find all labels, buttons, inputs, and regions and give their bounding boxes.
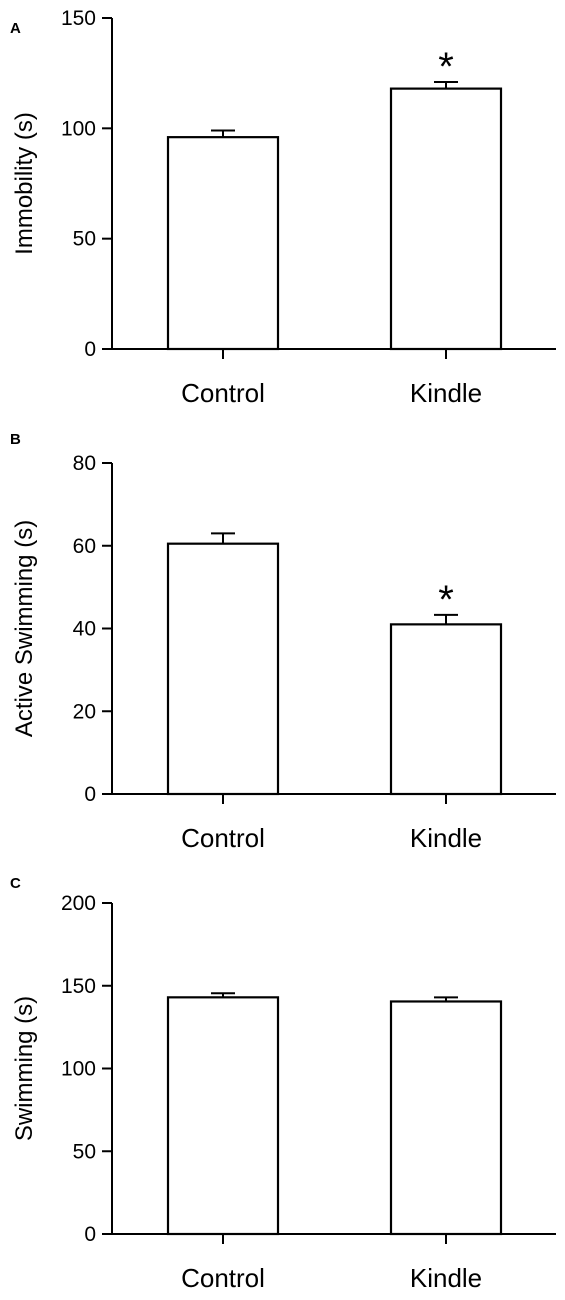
y-tick-label: 200 [61,892,96,915]
x-tick-label: Control [181,1263,265,1293]
panel-letter: C [10,875,21,892]
panel-a: A 0 50 100 150 Immobility (s) Control Kindle * [10,7,556,408]
y-tick-label: 80 [73,452,96,475]
y-axis-title: Swimming (s) [11,996,38,1141]
bar-kindle [389,623,503,796]
x-tick-label: Kindle [410,1263,482,1293]
bar-kindle [389,87,503,351]
y-tick-label: 50 [73,228,96,251]
y-tick-label: 0 [84,783,96,806]
x-tick-label: Kindle [410,378,482,408]
y-tick-label: 20 [73,700,96,723]
y-tick-label: 150 [61,975,96,998]
bar-control [166,136,280,351]
bar-control [166,996,280,1236]
x-tick-label: Control [181,378,265,408]
significance-star: * [438,578,454,622]
y-tick-label: 50 [73,1140,96,1163]
y-axis-title: Immobility (s) [11,112,38,255]
y-tick-label: 60 [73,535,96,558]
x-tick-label: Control [181,823,265,853]
panel-letter: B [10,431,21,448]
y-tick-label: 100 [61,1058,96,1081]
y-tick-label: 0 [84,338,96,361]
bar-kindle [389,1000,503,1236]
y-tick-label: 0 [84,1223,96,1246]
panel-letter: A [10,20,21,37]
y-axis-title: Active Swimming (s) [11,520,38,737]
panel-b: B 0 20 40 60 80 Active Swimming (s) Control Kind… [10,431,556,853]
panel-c: C 0 50 100 150 200 Swimming (s) Control Kindle [10,875,556,1293]
bar-control [166,542,280,796]
y-tick-label: 40 [73,618,96,641]
significance-star: * [438,45,454,89]
x-tick-label: Kindle [410,823,482,853]
y-tick-label: 100 [61,117,96,140]
y-tick-label: 150 [61,7,96,30]
